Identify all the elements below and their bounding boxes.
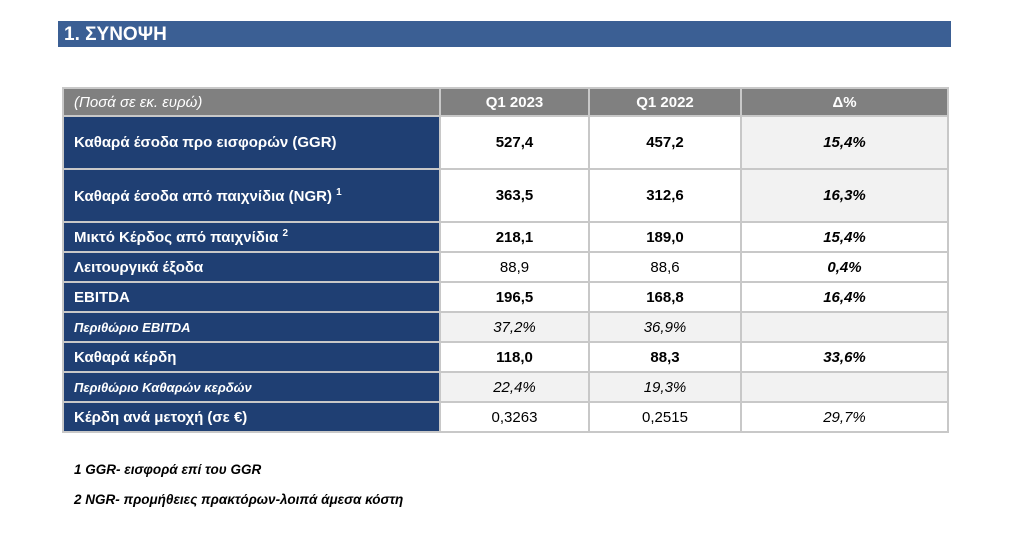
row: EBITDA 196,5 168,8 16,4%: [62, 281, 949, 313]
cell: 196,5: [439, 281, 590, 313]
row: Καθαρά κέρδη 118,0 88,3 33,6%: [62, 341, 949, 373]
column-header: Δ%: [740, 87, 949, 117]
row-label: Καθαρά κέρδη: [62, 341, 441, 373]
cell: 15,4%: [740, 115, 949, 170]
cell: 218,1: [439, 221, 590, 253]
cell: 16,3%: [740, 168, 949, 223]
cell: 29,7%: [740, 401, 949, 433]
row-label: Καθαρά έσοδα προ εισφορών (GGR): [62, 115, 441, 170]
row-label: Μικτό Κέρδος από παιχνίδια 2: [62, 221, 441, 253]
summary-table: (Ποσά σε εκ. ευρώ) Q1 2023 Q1 2022 Δ% Κα…: [62, 87, 949, 433]
column-header: Q1 2023: [439, 87, 590, 117]
cell: 37,2%: [439, 311, 590, 343]
column-header: (Ποσά σε εκ. ευρώ): [62, 87, 441, 117]
cell: 363,5: [439, 168, 590, 223]
cell: [740, 371, 949, 403]
row-label: Κέρδη ανά μετοχή (σε €): [62, 401, 441, 433]
row-label: Περιθώριο Καθαρών κερδών: [62, 371, 441, 403]
cell: 0,3263: [439, 401, 590, 433]
row-label: Καθαρά έσοδα από παιχνίδια (NGR) 1: [62, 168, 441, 223]
label-text: Μικτό Κέρδος από παιχνίδια: [74, 229, 279, 246]
footnote-ref: 1: [336, 186, 342, 198]
cell: 19,3%: [588, 371, 742, 403]
cell: 36,9%: [588, 311, 742, 343]
cell: 312,6: [588, 168, 742, 223]
footnote: 1 GGR- εισφορά επί του GGR: [74, 462, 262, 477]
section-title: 1. ΣΥΝΟΨΗ: [58, 21, 951, 47]
cell: 527,4: [439, 115, 590, 170]
row: Περιθώριο EBITDA 37,2% 36,9%: [62, 311, 949, 343]
cell: 189,0: [588, 221, 742, 253]
cell: 16,4%: [740, 281, 949, 313]
row: Καθαρά έσοδα από παιχνίδια (NGR) 1 363,5…: [62, 168, 949, 223]
cell: 88,9: [439, 251, 590, 283]
row: Κέρδη ανά μετοχή (σε €) 0,3263 0,2515 29…: [62, 401, 949, 433]
header-row: (Ποσά σε εκ. ευρώ) Q1 2023 Q1 2022 Δ%: [62, 87, 949, 117]
label-text: Καθαρά έσοδα από παιχνίδια (NGR): [74, 187, 332, 205]
row: Καθαρά έσοδα προ εισφορών (GGR) 527,4 45…: [62, 115, 949, 170]
cell: 0,4%: [740, 251, 949, 283]
row-label: Περιθώριο EBITDA: [62, 311, 441, 343]
cell: 88,3: [588, 341, 742, 373]
row: Μικτό Κέρδος από παιχνίδια 2 218,1 189,0…: [62, 221, 949, 253]
cell: 0,2515: [588, 401, 742, 433]
footnote: 2 NGR- προμήθειες πρακτόρων-λοιπά άμεσα …: [74, 492, 404, 507]
cell: 118,0: [439, 341, 590, 373]
footnote-ref: 2: [282, 228, 289, 239]
column-header: Q1 2022: [588, 87, 742, 117]
cell: [740, 311, 949, 343]
cell: 22,4%: [439, 371, 590, 403]
cell: 33,6%: [740, 341, 949, 373]
row-label: EBITDA: [62, 281, 441, 313]
cell: 168,8: [588, 281, 742, 313]
row: Λειτουργικά έξοδα 88,9 88,6 0,4%: [62, 251, 949, 283]
row-label: Λειτουργικά έξοδα: [62, 251, 441, 283]
cell: 15,4%: [740, 221, 949, 253]
cell: 457,2: [588, 115, 742, 170]
row: Περιθώριο Καθαρών κερδών 22,4% 19,3%: [62, 371, 949, 403]
cell: 88,6: [588, 251, 742, 283]
